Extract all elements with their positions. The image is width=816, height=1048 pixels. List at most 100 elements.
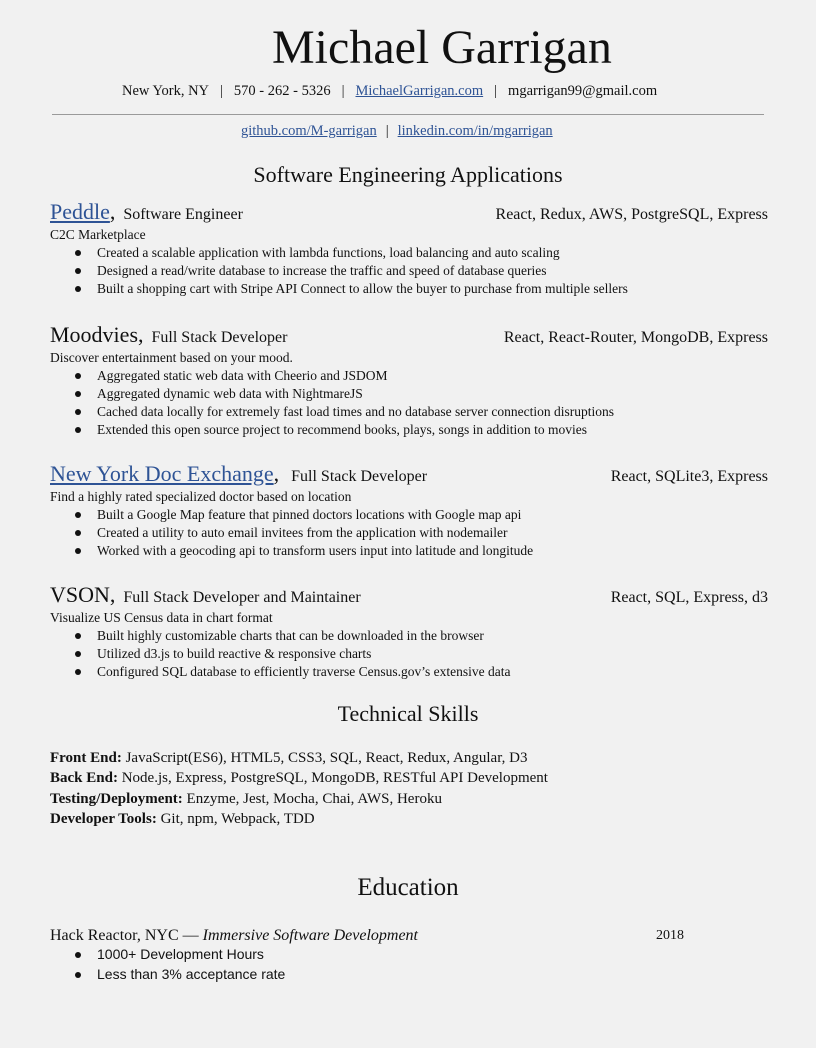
skill-value: Enzyme, Jest, Mocha, Chai, AWS, Heroku bbox=[186, 790, 442, 807]
project-role: Full Stack Developer bbox=[291, 468, 428, 485]
project-heading: New York Doc Exchange, Full Stack Develop… bbox=[50, 460, 427, 491]
skill-label: Testing/Deployment: bbox=[50, 790, 183, 807]
bullet-text: Extended this open source project to rec… bbox=[97, 422, 588, 437]
bullet-text: Created a scalable application with lamb… bbox=[97, 245, 560, 260]
project-heading: Peddle, Software Engineer bbox=[50, 198, 243, 229]
education-year: 2018 bbox=[656, 928, 684, 943]
section-heading-skills: Technical Skills bbox=[337, 701, 479, 726]
bullet-text: Aggregated static web data with Cheerio … bbox=[97, 368, 388, 383]
separator: | bbox=[341, 83, 345, 99]
project-name-punct: , bbox=[273, 461, 280, 486]
project-name: Moodvies bbox=[50, 322, 138, 347]
project-bullets: Built highly customizable charts that ca… bbox=[50, 627, 768, 681]
separator: | bbox=[220, 83, 223, 99]
skills-list: Front End: JavaScript(ES6), HTML5, CSS3,… bbox=[50, 748, 548, 829]
candidate-name: Michael Garrigan bbox=[272, 21, 612, 74]
bullet-text: Worked with a geocoding api to transform… bbox=[97, 543, 534, 558]
project-moodvies: Moodvies, Full Stack Developer React, Rea… bbox=[50, 321, 768, 439]
bullet-icon bbox=[75, 530, 81, 536]
project-bullets: Created a scalable application with lamb… bbox=[50, 244, 768, 298]
project-bullets: Aggregated static web data with Cheerio … bbox=[50, 367, 768, 439]
bullet-icon bbox=[75, 669, 81, 675]
bullet-icon bbox=[75, 373, 81, 379]
project-title-row: Peddle, Software Engineer React, Redux, A… bbox=[50, 198, 768, 226]
list-item: Extended this open source project to rec… bbox=[50, 421, 768, 439]
location: New York, NY bbox=[122, 83, 210, 99]
bullet-text: Cached data locally for extremely fast l… bbox=[97, 404, 614, 419]
project-role: Full Stack Developer and Maintainer bbox=[123, 589, 361, 606]
list-item: Configured SQL database to efficiently t… bbox=[50, 663, 768, 681]
list-item: Created a scalable application with lamb… bbox=[50, 244, 768, 262]
project-tech-stack: React, React-Router, MongoDB, Express bbox=[503, 329, 768, 346]
list-item: Aggregated dynamic web data with Nightma… bbox=[50, 385, 768, 403]
bullet-icon bbox=[75, 268, 81, 274]
list-item: 1000+ Development Hours bbox=[50, 945, 285, 965]
project-bullets: Built a Google Map feature that pinned d… bbox=[50, 506, 768, 560]
education-bullets: 1000+ Development Hours Less than 3% acc… bbox=[50, 945, 285, 984]
separator: | bbox=[494, 83, 498, 99]
skill-row: Testing/Deployment: Enzyme, Jest, Mocha,… bbox=[50, 789, 548, 809]
skill-row: Developer Tools: Git, npm, Webpack, TDD bbox=[50, 809, 548, 829]
bullet-icon bbox=[75, 391, 81, 397]
education-school: Hack Reactor, NYC — bbox=[50, 927, 199, 944]
list-item: Built a Google Map feature that pinned d… bbox=[50, 506, 768, 524]
list-item: Utilized d3.js to build reactive & respo… bbox=[50, 645, 768, 663]
project-name-punct: , bbox=[109, 199, 116, 224]
project-tech-stack: React, SQL, Express, d3 bbox=[610, 589, 768, 606]
project-role: Full Stack Developer bbox=[151, 329, 288, 346]
skill-value: JavaScript(ES6), HTML5, CSS3, SQL, React… bbox=[125, 750, 528, 766]
linkedin-link[interactable]: linkedin.com/in/mgarrigan bbox=[397, 123, 553, 139]
section-heading-applications: Software Engineering Applications bbox=[253, 162, 563, 187]
bullet-icon bbox=[75, 250, 81, 256]
skill-value: Node.js, Express, PostgreSQL, MongoDB, R… bbox=[121, 770, 548, 787]
project-heading: Moodvies, Full Stack Developer bbox=[50, 321, 287, 352]
bullet-text: Utilized d3.js to build reactive & respo… bbox=[97, 646, 372, 661]
bullet-icon bbox=[75, 633, 81, 639]
list-item: Designed a read/write database to increa… bbox=[50, 262, 768, 280]
project-name-punct: , bbox=[109, 582, 116, 607]
skill-label: Back End: bbox=[50, 770, 118, 787]
project-title-row: New York Doc Exchange, Full Stack Develop… bbox=[50, 460, 768, 488]
project-name-link[interactable]: Peddle bbox=[50, 199, 110, 224]
bullet-icon bbox=[75, 651, 81, 657]
bullet-text: 1000+ Development Hours bbox=[97, 946, 264, 962]
github-link[interactable]: github.com/M-garrigan bbox=[241, 123, 377, 139]
list-item: Less than 3% acceptance rate bbox=[50, 965, 285, 985]
phone: 570 - 262 - 5326 bbox=[233, 83, 331, 99]
list-item: Built highly customizable charts that ca… bbox=[50, 627, 768, 645]
bullet-text: Designed a read/write database to increa… bbox=[97, 263, 547, 278]
project-name-link[interactable]: New York Doc Exchange bbox=[50, 461, 274, 486]
separator: | bbox=[385, 123, 389, 139]
list-item: Built a shopping cart with Stripe API Co… bbox=[50, 280, 768, 298]
bullet-icon bbox=[75, 286, 81, 292]
list-item: Aggregated static web data with Cheerio … bbox=[50, 367, 768, 385]
project-description: C2C Marketplace bbox=[50, 227, 146, 242]
skill-value: Git, npm, Webpack, TDD bbox=[160, 810, 315, 827]
profile-links: github.com/M-garrigan | linkedin.com/in/mg… bbox=[241, 121, 553, 141]
skill-row: Back End: Node.js, Express, PostgreSQL, … bbox=[50, 768, 548, 788]
project-role: Software Engineer bbox=[123, 206, 243, 223]
bullet-icon bbox=[75, 512, 81, 518]
list-item: Created a utility to auto email invitees… bbox=[50, 524, 768, 542]
project-name-punct: , bbox=[138, 322, 144, 347]
bullet-icon bbox=[75, 427, 81, 433]
skill-label: Front End: bbox=[50, 750, 122, 766]
project-new-york-doc-exchange: New York Doc Exchange, Full Stack Develop… bbox=[50, 460, 768, 560]
bullet-icon bbox=[75, 548, 81, 554]
project-vson: VSON, Full Stack Developer and Maintainer… bbox=[50, 581, 768, 681]
project-title-row: VSON, Full Stack Developer and Maintainer… bbox=[50, 581, 768, 609]
bullet-icon bbox=[75, 952, 81, 958]
list-item: Cached data locally for extremely fast l… bbox=[50, 403, 768, 421]
project-tech-stack: React, SQLite3, Express bbox=[610, 468, 768, 485]
project-description: Visualize US Census data in chart format bbox=[50, 610, 273, 625]
skill-row: Front End: JavaScript(ES6), HTML5, CSS3,… bbox=[50, 748, 548, 768]
bullet-text: Created a utility to auto email invitees… bbox=[97, 525, 508, 540]
project-heading: VSON, Full Stack Developer and Maintainer bbox=[50, 581, 361, 612]
skill-label: Developer Tools: bbox=[50, 810, 157, 827]
bullet-text: Aggregated dynamic web data with Nightma… bbox=[97, 386, 363, 401]
project-peddle: Peddle, Software Engineer React, Redux, A… bbox=[50, 198, 768, 298]
website-link[interactable]: MichaelGarrigan.com bbox=[355, 83, 484, 99]
contact-line: New York, NY | 570 - 262 - 5326 | MichaelGar… bbox=[122, 81, 657, 101]
bullet-icon bbox=[75, 409, 81, 415]
